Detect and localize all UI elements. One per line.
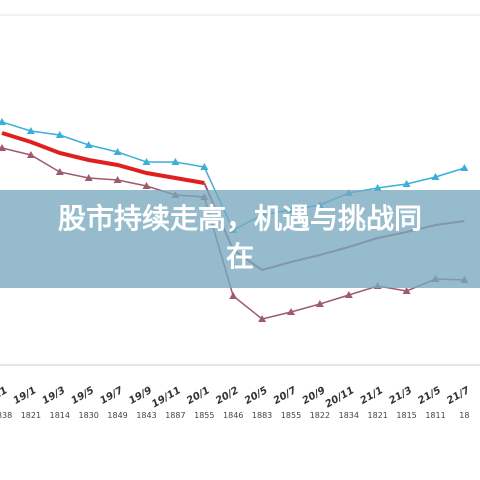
- point-marker: [142, 158, 151, 165]
- x-sublabel: 18: [459, 411, 469, 420]
- point-marker: [26, 127, 35, 134]
- x-sublabel: 1811: [425, 411, 445, 420]
- x-tick-label: 20/11: [324, 385, 357, 410]
- x-tick-label: 19/11: [150, 385, 183, 410]
- x-sublabel: 1887: [165, 411, 185, 420]
- x-sublabel: 1883: [252, 411, 272, 420]
- point-marker: [0, 144, 6, 151]
- x-tick-label: 19/1: [12, 385, 39, 407]
- x-sublabel: 1822: [310, 411, 330, 420]
- point-marker: [142, 182, 151, 189]
- point-marker: [229, 292, 238, 299]
- point-marker: [26, 151, 35, 158]
- title: 股市持续走高，机遇与挑战同在: [57, 202, 422, 273]
- point-marker: [315, 300, 324, 307]
- x-sublabel: 1855: [281, 411, 301, 420]
- point-marker: [113, 148, 122, 155]
- x-tick-label: 20/9: [301, 385, 328, 407]
- point-marker: [402, 180, 411, 187]
- x-sublabel: 1830: [79, 411, 99, 420]
- x-tick-label: 20/7: [272, 385, 299, 407]
- x-tick-label: 20/5: [243, 385, 270, 407]
- x-sublabel: 1821: [368, 411, 388, 420]
- x-tick-label: 19/9: [127, 385, 154, 407]
- series-line: [1, 131, 205, 185]
- x-sublabel: 1814: [50, 411, 70, 420]
- point-marker: [55, 131, 64, 138]
- point-marker: [431, 173, 440, 180]
- x-tick-label: 21/5: [416, 385, 443, 407]
- x-tick-label: 19/3: [41, 385, 68, 407]
- x-tick-label: 21/3: [387, 385, 414, 407]
- x-tick-label: 20/2: [214, 385, 241, 407]
- x-tick-label: 20/1: [185, 385, 212, 407]
- point-marker: [373, 184, 382, 191]
- x-tick-label: 19/7: [98, 385, 125, 407]
- x-sublabel: 1838: [0, 411, 12, 420]
- x-tick-label: 21/1: [358, 385, 385, 407]
- point-marker: [84, 141, 93, 148]
- point-marker: [113, 176, 122, 183]
- point-marker: [402, 287, 411, 294]
- point-marker: [287, 308, 295, 315]
- point-marker: [84, 174, 93, 181]
- x-sublabel: 1843: [136, 411, 156, 420]
- point-marker: [258, 315, 267, 322]
- point-marker: [171, 158, 180, 165]
- x-sublabel: 1846: [223, 411, 243, 420]
- point-marker: [344, 291, 353, 298]
- x-tick-label: 19/5: [69, 385, 96, 407]
- x-tick-label: 21/7: [445, 385, 472, 407]
- x-tick-label: 18/11: [0, 385, 9, 410]
- x-sublabel: 1815: [396, 411, 416, 420]
- x-sublabel: 1821: [21, 411, 41, 420]
- point-marker: [0, 118, 6, 125]
- title-banner: [0, 190, 480, 288]
- point-marker: [460, 164, 469, 171]
- x-sublabel: 1834: [339, 411, 359, 420]
- x-sublabel: 1855: [194, 411, 214, 420]
- point-marker: [200, 163, 209, 170]
- x-sublabel: 1849: [107, 411, 127, 420]
- point-marker: [55, 168, 64, 175]
